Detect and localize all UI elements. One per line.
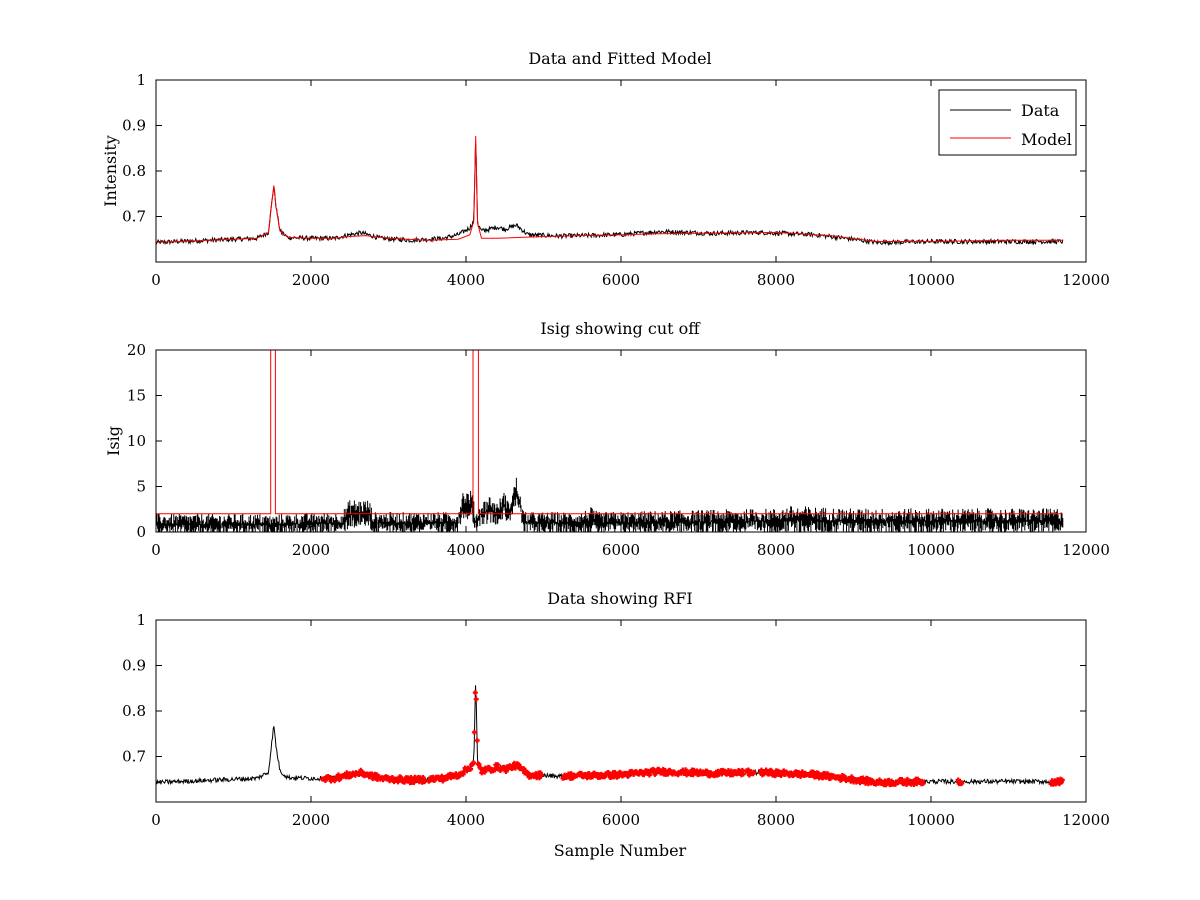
axes: 0 2000 4000 6000 8000 10000 12000 0 5 10 15 20 (127, 341, 1110, 559)
plot-area (156, 350, 1064, 532)
x-tick-label: 0 (151, 271, 161, 289)
chart-title: Data and Fitted Model (528, 49, 711, 68)
y-tick-label: 20 (127, 341, 146, 359)
chart-title: Isig showing cut off (540, 319, 701, 338)
y-axis-label: Intensity (101, 135, 120, 207)
y-tick-label: 5 (136, 478, 146, 496)
x-tick-label: 4000 (447, 541, 485, 559)
rfi-marker-range-6 (1048, 776, 1065, 787)
x-tick-label: 10000 (907, 541, 955, 559)
x-tick-label: 6000 (602, 541, 640, 559)
panel-isig-cutoff: Isig showing cut off Isig 0 2000 4000 6000 8… (104, 319, 1110, 559)
x-tick-label: 12000 (1062, 541, 1110, 559)
legend-data-label: Data (1021, 101, 1060, 120)
series-cutoff-line (156, 350, 1063, 515)
x-tick-label: 6000 (602, 811, 640, 829)
x-tick-label: 4000 (447, 811, 485, 829)
x-tick-label: 12000 (1062, 271, 1110, 289)
y-axis-label: Isig (104, 426, 123, 456)
plot-area (156, 135, 1064, 247)
x-tick-label: 8000 (757, 541, 795, 559)
y-tick-label: 0.9 (122, 657, 146, 675)
axes: 0 2000 4000 6000 8000 10000 12000 0.7 0.8 0.9 1 (122, 71, 1110, 289)
y-tick-label: 0.9 (122, 117, 146, 135)
rfi-marker-range-2 (560, 766, 746, 781)
y-tick-label: 1 (136, 71, 146, 89)
x-tick-label: 8000 (757, 811, 795, 829)
rfi-marker-range-5 (955, 777, 965, 787)
series-model-line (156, 135, 1063, 243)
y-tick-label: 0 (136, 523, 146, 541)
x-tick-label: 0 (151, 541, 161, 559)
rfi-marker-range-1 (426, 690, 544, 784)
x-tick-label: 10000 (907, 271, 955, 289)
rfi-marker-range-0 (320, 767, 428, 786)
axes: 0 2000 4000 6000 8000 10000 12000 0.7 0.8 0.9 1 (122, 611, 1110, 829)
x-tick-label: 0 (151, 811, 161, 829)
x-axis-label: Sample Number (554, 841, 687, 860)
y-tick-label: 0.8 (122, 702, 146, 720)
x-tick-label: 10000 (907, 811, 955, 829)
x-tick-label: 2000 (292, 271, 330, 289)
legend: Data Model (938, 89, 1077, 156)
panel-data-rfi: Data showing RFI Sample Number 0 2000 4000… (122, 589, 1110, 860)
panel-data-and-fitted-model: Data and Fitted Model Intensity 0 2000 400… (101, 49, 1110, 289)
legend-model-label: Model (1021, 130, 1072, 149)
y-tick-label: 0.7 (122, 208, 146, 226)
rfi-marker-range-3 (744, 767, 757, 778)
x-tick-label: 8000 (757, 271, 795, 289)
rfi-marker-range-4 (758, 767, 926, 788)
y-tick-label: 10 (127, 432, 146, 450)
x-tick-label: 6000 (602, 271, 640, 289)
y-tick-label: 0.7 (122, 748, 146, 766)
chart-title: Data showing RFI (547, 589, 692, 608)
x-tick-label: 2000 (292, 541, 330, 559)
y-tick-label: 0.8 (122, 162, 146, 180)
x-tick-label: 4000 (447, 271, 485, 289)
y-tick-label: 15 (127, 387, 146, 405)
plot-area (156, 685, 1065, 788)
legend-box (938, 89, 1077, 156)
x-tick-label: 12000 (1062, 811, 1110, 829)
x-tick-label: 2000 (292, 811, 330, 829)
y-tick-label: 1 (136, 611, 146, 629)
